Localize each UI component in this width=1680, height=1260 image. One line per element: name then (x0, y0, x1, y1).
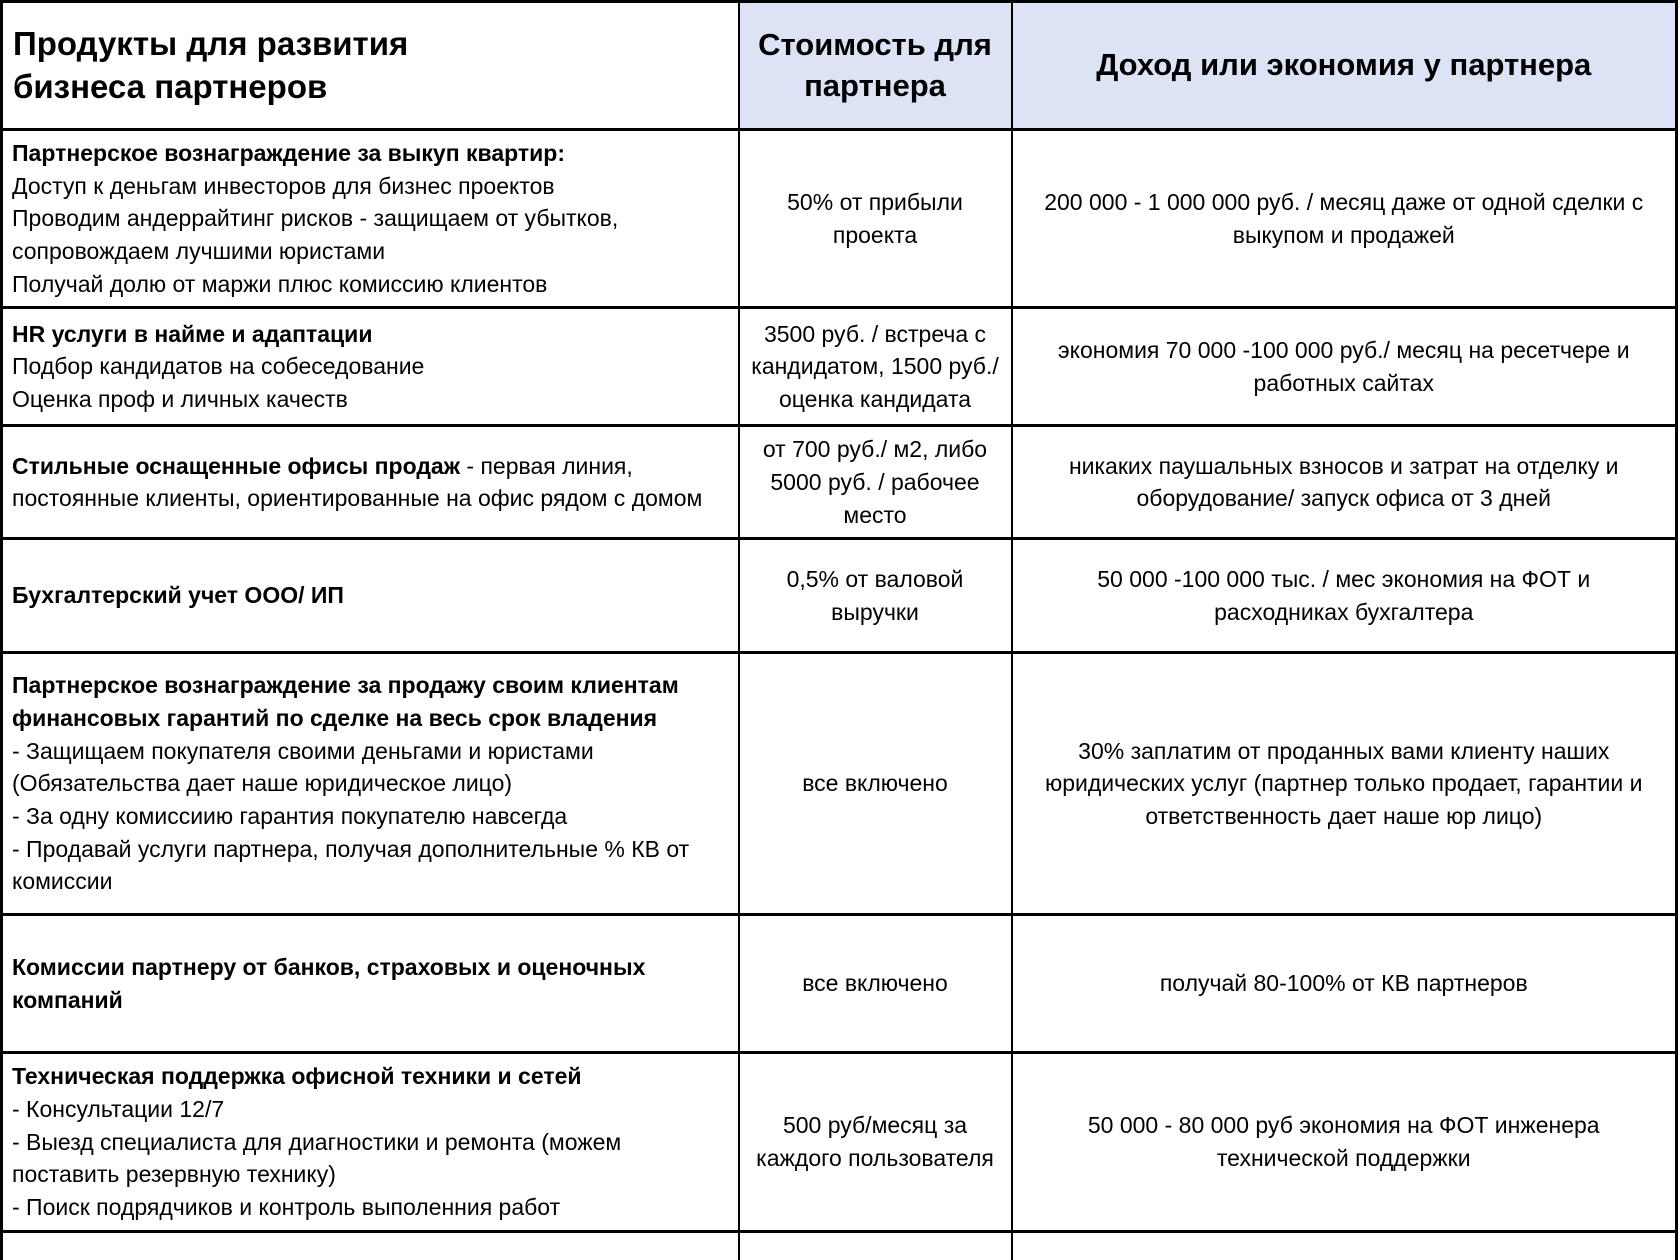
benefit-cell: никаких паушальных взносов и затрат на о… (1010, 424, 1678, 541)
partial-next-row (0, 1229, 1678, 1260)
empty-cell (1010, 1229, 1678, 1260)
table-row: Комиссии партнеру от банков, страховых и… (0, 913, 1678, 1055)
table-row: Партнерское вознаграждение за выкуп квар… (0, 127, 1678, 310)
benefit-column-header: Доход или экономия у партнера (1010, 0, 1678, 131)
table-row: Стильные оснащенные офисы продаж - перва… (0, 424, 1678, 541)
cost-cell: 50% от прибыли проекта (737, 127, 1013, 310)
header-row: Продукты для развития бизнеса партнеров … (0, 0, 1678, 131)
cost-cell: все включено (737, 651, 1013, 917)
product-description: - Защищаем покупателя своими деньгами и … (12, 737, 690, 895)
products-column-header: Продукты для развития бизнеса партнеров (0, 0, 740, 131)
cost-cell: 500 руб/месяц за каждого пользователя (737, 1051, 1013, 1233)
cost-cell: 3500 руб. / встреча с кандидатом, 1500 р… (737, 306, 1013, 428)
product-description: Подбор кандидатов на собеседование Оценк… (12, 353, 425, 413)
product-title: Партнерское вознаграждение за продажу св… (12, 672, 679, 732)
product-cell: Партнерское вознаграждение за продажу св… (0, 651, 740, 917)
product-description: - первая линия, постоянные клиенты, орие… (12, 452, 703, 512)
product-cell: Стильные оснащенные офисы продаж - перва… (0, 424, 740, 541)
product-description: Доступ к деньгам инвесторов для бизнес п… (12, 172, 619, 297)
benefit-cell: экономия 70 000 -100 000 руб./ месяц на … (1010, 306, 1678, 428)
table-row: Техническая поддержка офисной техники и … (0, 1051, 1678, 1233)
benefit-cell: получай 80-100% от КВ партнеров (1010, 913, 1678, 1055)
product-cell: Бухгалтерский учет ООО/ ИП (0, 537, 740, 655)
cost-cell: все включено (737, 913, 1013, 1055)
product-title: Стильные оснащенные офисы продаж (12, 452, 461, 479)
product-cell: Комиссии партнеру от банков, страховых и… (0, 913, 740, 1055)
product-title: Комиссии партнеру от банков, страховых и… (12, 954, 646, 1013)
table-row: Бухгалтерский учет ООО/ ИП 0,5% от валов… (0, 537, 1678, 655)
product-cell: HR услуги в найме и адаптации Подбор кан… (0, 306, 740, 428)
benefit-cell: 50 000 - 80 000 руб экономия на ФОТ инже… (1010, 1051, 1678, 1233)
table-row: Партнерское вознаграждение за продажу св… (0, 651, 1678, 917)
cost-cell: 0,5% от валовой выручки (737, 537, 1013, 655)
benefit-cell: 30% заплатим от проданных вами клиенту н… (1010, 651, 1678, 917)
product-title: Бухгалтерский учет ООО/ ИП (12, 582, 344, 609)
product-title: Партнерское вознаграждение за выкуп квар… (12, 140, 565, 166)
cost-cell: от 700 руб./ м2, либо 5000 руб. / рабоче… (737, 424, 1013, 541)
benefit-cell: 50 000 -100 000 тыс. / мес экономия на Ф… (1010, 537, 1678, 655)
product-title: HR услуги в найме и адаптации (12, 320, 373, 347)
table-row: HR услуги в найме и адаптации Подбор кан… (0, 306, 1678, 428)
product-cell: Техническая поддержка офисной техники и … (0, 1051, 740, 1233)
cost-column-header: Стоимость для партнера (737, 0, 1013, 131)
product-title: Техническая поддержка офисной техники и … (12, 1063, 582, 1090)
product-description: - Консультации 12/7 - Выезд специалиста … (12, 1095, 622, 1220)
benefit-cell: 200 000 - 1 000 000 руб. / месяц даже от… (1010, 127, 1678, 310)
empty-cell (0, 1229, 740, 1260)
empty-cell (737, 1229, 1013, 1260)
product-cell: Партнерское вознаграждение за выкуп квар… (0, 127, 740, 310)
